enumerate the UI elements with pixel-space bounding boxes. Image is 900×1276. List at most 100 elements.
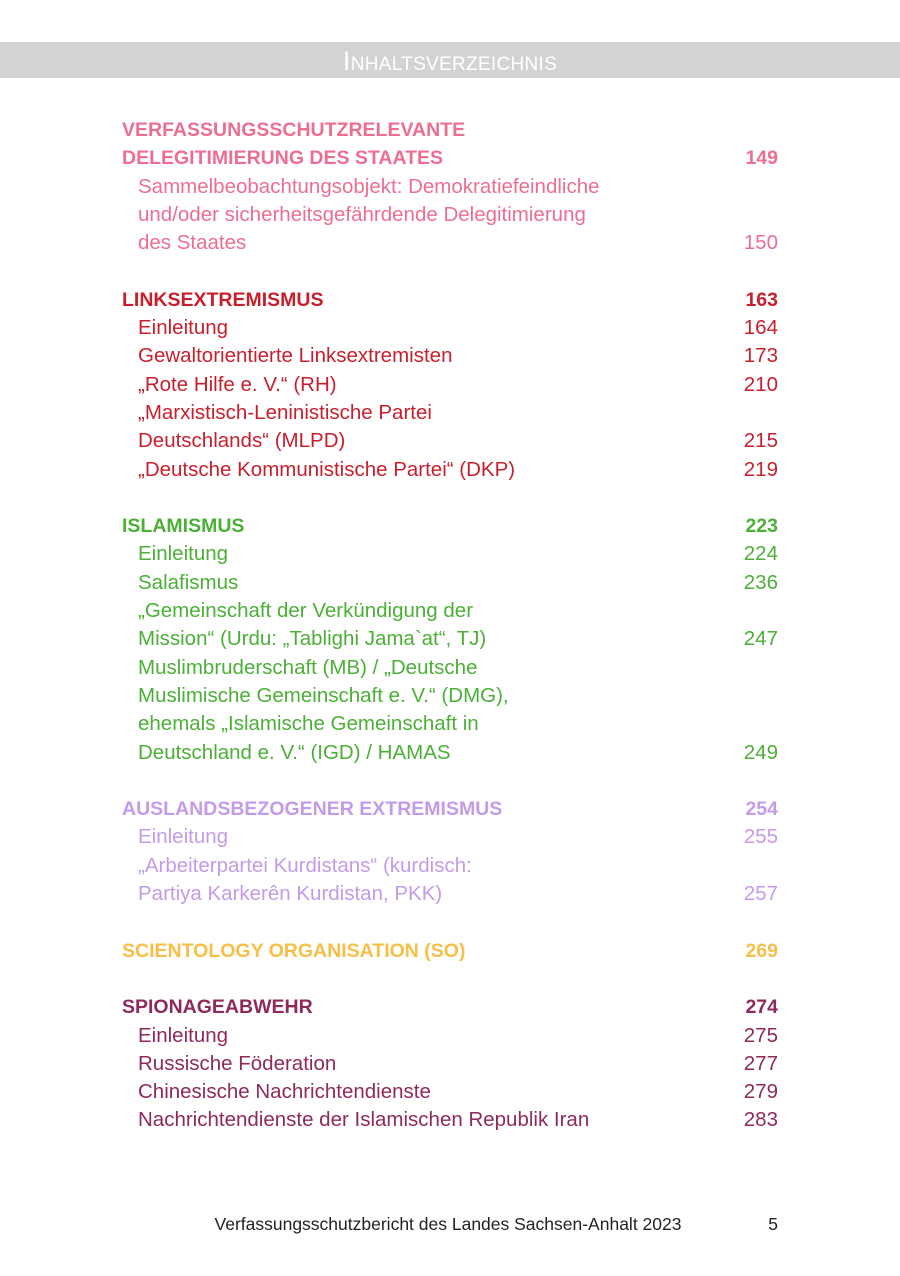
entry-title-line: VERFASSUNGSSCHUTZRELEVANTE: [122, 119, 466, 141]
toc-entry[interactable]: Russische Föderation 277: [122, 1050, 778, 1078]
toc-entry[interactable]: Sammelbeobachtungsobjekt: Demokratiefein…: [122, 173, 778, 258]
entry-title: „Gemeinschaft der Verkündigung der Missio…: [138, 597, 718, 654]
toc-section-heading[interactable]: ISLAMISMUS 223: [122, 512, 778, 540]
entry-title-line: SCIENTOLOGY ORGANISATION (SO): [122, 939, 466, 962]
entry-page-number: 275: [743, 1023, 778, 1047]
entry-page-number: 254: [745, 798, 778, 821]
entry-title-line: AUSLANDSBEZOGENER EXTREMISMUS: [122, 798, 503, 821]
toc-entry[interactable]: „Marxistisch-Leninistische Partei Deutsch…: [122, 399, 778, 456]
entry-page-number: 150: [743, 231, 778, 255]
entry-title-line: „Marxistisch-Leninistische Partei: [138, 400, 432, 424]
entry-page-number: 279: [743, 1080, 778, 1104]
header-bar: Inhaltsverzeichnis: [0, 42, 900, 78]
entry-page-number: 215: [743, 429, 778, 453]
toc-entry[interactable]: Gewaltorientierte Linksextremisten 173: [122, 342, 778, 370]
toc-section: ISLAMISMUS 223 Einleitung 224 Salafismus 236 „…: [122, 512, 778, 767]
toc-section-heading[interactable]: VERFASSUNGSSCHUTZRELEVANTE DELEGITIMIERUN…: [122, 116, 778, 173]
entry-title-line: Einleitung: [138, 542, 229, 566]
toc-entry[interactable]: Einleitung 255: [122, 823, 778, 851]
entry-page-number: 274: [745, 996, 778, 1019]
entry-page-number: 257: [743, 882, 778, 906]
toc-section-heading[interactable]: LINKSEXTREMISMUS 163: [122, 286, 778, 314]
entry-title: Einleitung: [138, 823, 718, 851]
entry-title-line: Einleitung: [138, 1023, 229, 1047]
toc-entry[interactable]: „Gemeinschaft der Verkündigung der Missio…: [122, 597, 778, 654]
toc-section: VERFASSUNGSSCHUTZRELEVANTE DELEGITIMIERUN…: [122, 116, 778, 257]
toc-entry[interactable]: Nachrichtendienste der Islamischen Repub…: [122, 1106, 778, 1134]
page-title: Inhaltsverzeichnis: [342, 46, 558, 76]
entry-title-line: des Staates: [138, 231, 247, 255]
entry-title-line: „Arbeiterpartei Kurdistans“ (kurdisch:: [138, 853, 472, 877]
entry-page-number: 255: [743, 825, 778, 849]
toc-section: SCIENTOLOGY ORGANISATION (SO) 269: [122, 937, 778, 965]
toc-entry[interactable]: Einleitung 275: [122, 1022, 778, 1050]
toc-entry[interactable]: Muslimbruderschaft (MB) / „Deutsche Musli…: [122, 654, 778, 767]
entry-title: Gewaltorientierte Linksextremisten: [138, 342, 718, 370]
entry-title: Sammelbeobachtungsobjekt: Demokratiefein…: [138, 173, 718, 258]
toc-section: LINKSEXTREMISMUS 163 Einleitung 164 Gewaltor…: [122, 286, 778, 484]
entry-title: Einleitung: [138, 1022, 718, 1050]
entry-title: Einleitung: [138, 314, 718, 342]
toc-section: AUSLANDSBEZOGENER EXTREMISMUS 254 Einleitu…: [122, 795, 778, 908]
entry-title-line: Nachrichtendienste der Islamischen Repub…: [138, 1108, 590, 1132]
entry-title: „Arbeiterpartei Kurdistans“ (kurdisch: Pa…: [138, 852, 718, 909]
entry-title-line: Muslimische Gemeinschaft e. V.“ (DMG),: [138, 683, 509, 707]
entry-page-number: 164: [743, 316, 778, 340]
entry-title-line: Einleitung: [138, 316, 229, 340]
entry-title-line: „Deutsche Kommunistische Partei“ (DKP): [138, 457, 516, 481]
entry-page-number: 224: [743, 542, 778, 566]
entry-page-number: 163: [745, 288, 778, 311]
toc-section-heading[interactable]: SCIENTOLOGY ORGANISATION (SO) 269: [122, 937, 778, 965]
toc-entry[interactable]: „Rote Hilfe e. V.“ (RH) 210: [122, 371, 778, 399]
entry-page-number: 223: [745, 515, 778, 538]
entry-title-line: ehemals „Islamische Gemeinschaft in: [138, 712, 479, 736]
entry-title-line: Deutschland e. V.“ (IGD) / HAMAS: [138, 740, 451, 764]
entry-page-number: 247: [743, 627, 778, 651]
entry-title: SPIONAGEABWEHR: [122, 993, 718, 1021]
page-number: 5: [768, 1214, 778, 1234]
toc-section-heading[interactable]: SPIONAGEABWEHR 274: [122, 993, 778, 1021]
entry-title: SCIENTOLOGY ORGANISATION (SO): [122, 937, 718, 965]
entry-title-line: Muslimbruderschaft (MB) / „Deutsche: [138, 655, 478, 679]
toc-entry[interactable]: Salafismus 236: [122, 569, 778, 597]
footer-title: Verfassungsschutzbericht des Landes Sach…: [214, 1214, 682, 1234]
toc-entry[interactable]: „Arbeiterpartei Kurdistans“ (kurdisch: Pa…: [122, 852, 778, 909]
entry-title: Muslimbruderschaft (MB) / „Deutsche Musli…: [138, 654, 718, 767]
entry-title-line: ISLAMISMUS: [122, 515, 245, 538]
entry-title-line: Sammelbeobachtungsobjekt: Demokratiefein…: [138, 174, 600, 198]
entry-page-number: 277: [743, 1051, 778, 1075]
toc-entry[interactable]: Einleitung 224: [122, 540, 778, 568]
entry-title-line: „Rote Hilfe e. V.“ (RH): [138, 372, 337, 396]
table-of-contents: VERFASSUNGSSCHUTZRELEVANTE DELEGITIMIERUN…: [122, 116, 778, 1163]
toc-section: SPIONAGEABWEHR 274 Einleitung 275 Russische …: [122, 993, 778, 1134]
toc-entry[interactable]: Chinesische Nachrichtendienste 279: [122, 1078, 778, 1106]
entry-title-line: Einleitung: [138, 825, 229, 849]
toc-section-heading[interactable]: AUSLANDSBEZOGENER EXTREMISMUS 254: [122, 795, 778, 823]
entry-title-line: Gewaltorientierte Linksextremisten: [138, 344, 453, 368]
entry-title: „Deutsche Kommunistische Partei“ (DKP): [138, 456, 718, 484]
entry-title: Einleitung: [138, 540, 718, 568]
entry-title: „Marxistisch-Leninistische Partei Deutsch…: [138, 399, 718, 456]
entry-page-number: 173: [743, 344, 778, 368]
entry-title-line: Partiya Karkerên Kurdistan, PKK): [138, 882, 443, 906]
entry-page-number: 249: [743, 740, 778, 764]
toc-entry[interactable]: „Deutsche Kommunistische Partei“ (DKP) 21…: [122, 456, 778, 484]
entry-title: Chinesische Nachrichtendienste: [138, 1078, 718, 1106]
entry-title: LINKSEXTREMISMUS: [122, 286, 718, 314]
entry-page-number: 269: [745, 939, 778, 962]
entry-title-line: Mission“ (Urdu: „Tablighi Jama`at“, TJ): [138, 627, 487, 651]
entry-title-line: SPIONAGEABWEHR: [122, 996, 313, 1019]
entry-title-line: Salafismus: [138, 570, 239, 594]
entry-title: AUSLANDSBEZOGENER EXTREMISMUS: [122, 795, 718, 823]
entry-title: Nachrichtendienste der Islamischen Repub…: [138, 1106, 718, 1134]
entry-page-number: 236: [743, 570, 778, 594]
toc-entry[interactable]: Einleitung 164: [122, 314, 778, 342]
entry-title: Russische Föderation: [138, 1050, 718, 1078]
entry-title-line: Deutschlands“ (MLPD): [138, 429, 346, 453]
entry-title-line: LINKSEXTREMISMUS: [122, 288, 324, 311]
entry-page-number: 149: [745, 147, 778, 170]
entry-title-line: Russische Föderation: [138, 1051, 337, 1075]
entry-title: „Rote Hilfe e. V.“ (RH): [138, 371, 718, 399]
entry-title-line: Chinesische Nachrichtendienste: [138, 1080, 431, 1104]
entry-title: VERFASSUNGSSCHUTZRELEVANTE DELEGITIMIERUN…: [122, 116, 718, 173]
